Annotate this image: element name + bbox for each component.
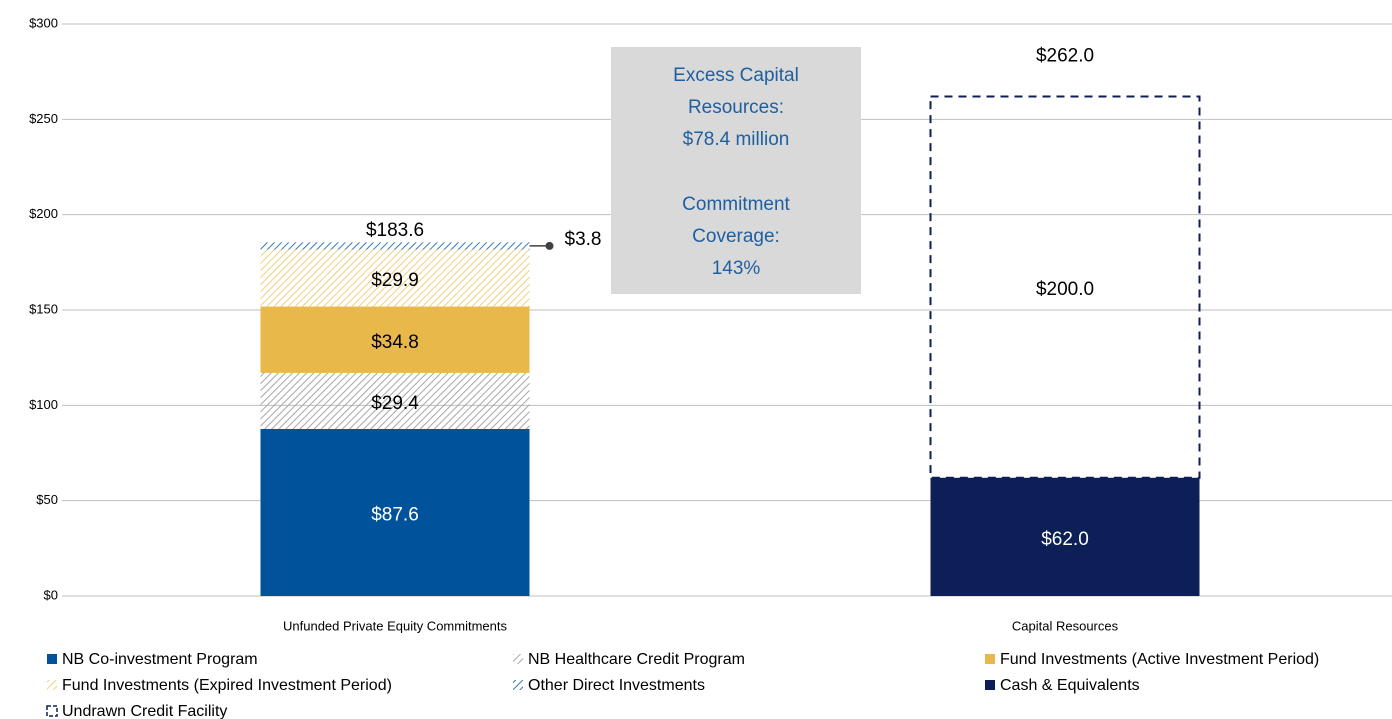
leader-dot <box>545 241 554 250</box>
legend-swatch <box>513 680 523 690</box>
annotation-text: 143% <box>712 258 761 279</box>
legend-swatch <box>47 680 57 690</box>
legend-label: Cash & Equivalents <box>1000 677 1140 694</box>
annotation-text: Coverage: <box>692 226 780 247</box>
y-tick-label: $250 <box>29 111 58 126</box>
x-tick-label: Unfunded Private Equity Commitments <box>283 618 507 633</box>
value-label: $62.0 <box>1041 529 1089 550</box>
legend-label: Undrawn Credit Facility <box>62 703 227 719</box>
total-label: $262.0 <box>1036 45 1094 66</box>
legend-label: Fund Investments (Active Investment Peri… <box>1000 651 1319 668</box>
legend-swatch <box>47 654 57 664</box>
legend-swatch <box>985 680 995 690</box>
legend-swatch <box>46 705 58 717</box>
bar-segment <box>260 249 530 307</box>
legend-label: NB Co-investment Program <box>62 651 258 668</box>
annotation-box <box>611 47 861 294</box>
legend-label: Fund Investments (Expired Investment Per… <box>62 677 392 694</box>
legend-swatch <box>513 654 523 664</box>
x-tick-label: Capital Resources <box>1012 618 1119 633</box>
total-label: $183.6 <box>366 220 424 241</box>
annotation-text: Commitment <box>682 194 790 215</box>
bar-segment <box>929 95 1201 479</box>
bar-segment <box>260 428 530 596</box>
annotation-text: $78.4 million <box>683 129 790 150</box>
annotation-text: Resources: <box>688 97 784 118</box>
y-tick-label: $300 <box>29 15 58 30</box>
bar-segment <box>260 242 530 250</box>
value-label: $87.6 <box>371 505 419 526</box>
annotation-text: Excess Capital <box>673 65 799 86</box>
bar-segment <box>260 372 530 429</box>
value-label: $34.8 <box>371 332 419 353</box>
legend-label: Other Direct Investments <box>528 677 705 694</box>
value-label: $200.0 <box>1036 279 1094 300</box>
y-tick-label: $50 <box>36 492 58 507</box>
value-label: $29.9 <box>371 270 419 291</box>
value-label: $3.8 <box>565 229 602 250</box>
value-label: $29.4 <box>371 393 419 414</box>
bar-segment <box>260 306 530 373</box>
legend-swatch <box>985 654 995 664</box>
y-tick-label: $100 <box>29 397 58 412</box>
legend-label: NB Healthcare Credit Program <box>528 651 745 668</box>
y-tick-label: $150 <box>29 301 58 316</box>
y-tick-label: $0 <box>44 587 58 602</box>
y-tick-label: $200 <box>29 206 58 221</box>
bar-segment <box>930 477 1200 596</box>
